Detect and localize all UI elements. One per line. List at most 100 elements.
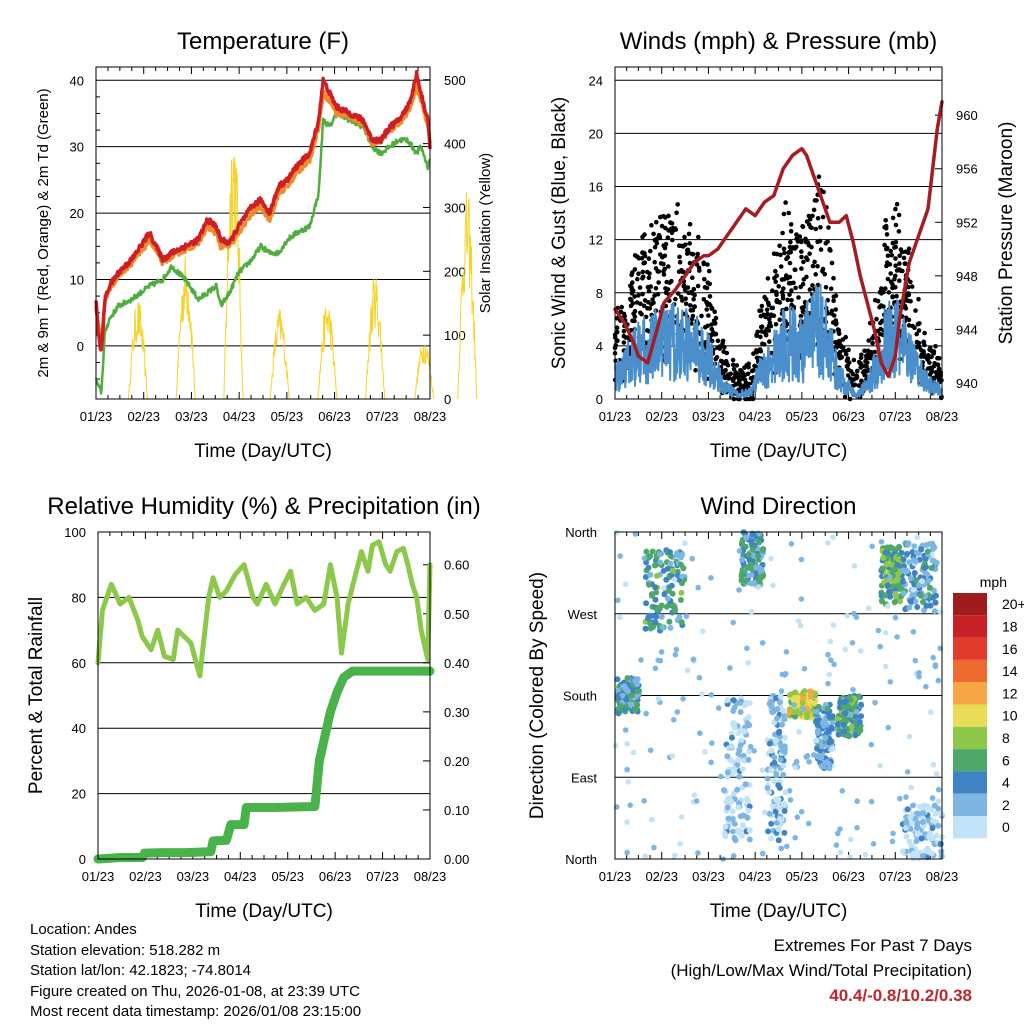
direction-point	[914, 824, 921, 831]
gust-point	[884, 246, 889, 252]
direction-point	[759, 767, 766, 773]
direction-point	[647, 620, 654, 627]
gust-point	[850, 383, 856, 389]
direction-point	[742, 781, 749, 788]
gust-point	[884, 232, 890, 237]
gust-point	[725, 372, 731, 378]
x-tick-label: 08/23	[926, 409, 959, 424]
direction-point	[825, 651, 831, 658]
gust-point	[726, 376, 731, 381]
direction-point	[765, 828, 772, 835]
gust-point	[757, 308, 762, 314]
y-tick-label: 20	[589, 126, 603, 141]
gust-point	[642, 298, 648, 303]
direction-point	[868, 741, 875, 748]
gust-point	[885, 276, 891, 282]
gust-point	[707, 281, 712, 287]
direction-point	[672, 852, 678, 859]
direction-point	[929, 850, 935, 857]
direction-point	[856, 719, 863, 725]
gust-point	[890, 294, 895, 299]
direction-point	[932, 810, 939, 817]
gust-point	[821, 189, 826, 195]
gust-point	[800, 308, 806, 314]
gust-point	[683, 301, 689, 307]
direction-point	[776, 699, 783, 706]
direction-point	[929, 795, 936, 801]
direction-point	[739, 766, 746, 773]
direction-point	[908, 784, 914, 791]
y-tick-label: 12	[589, 233, 603, 248]
direction-point	[615, 597, 621, 604]
gust-point	[733, 382, 738, 387]
gust-point	[720, 341, 725, 346]
gust-point	[628, 283, 633, 289]
gust-point	[810, 263, 816, 269]
gust-point	[713, 356, 718, 362]
colorbar-label: 16	[1002, 641, 1018, 657]
humidity-precip-chart-ylabel: Percent & Total Rainfall	[26, 597, 47, 794]
direction-point	[700, 628, 706, 634]
direction-point	[695, 850, 701, 856]
gust-point	[739, 369, 744, 374]
direction-point	[638, 657, 644, 663]
y2-tick-label: 300	[444, 200, 466, 215]
colorbar-swatch	[953, 793, 987, 816]
direction-point	[898, 549, 905, 556]
direction-point	[708, 575, 714, 581]
winds-pressure-chart-y2label: Station Pressure (Maroon)	[996, 122, 1017, 345]
direction-point	[628, 701, 635, 708]
gust-point	[656, 280, 661, 285]
direction-point	[791, 702, 797, 708]
gust-point	[795, 239, 801, 244]
series-9m-t	[94, 82, 432, 340]
gust-point	[767, 339, 772, 344]
direction-point	[869, 543, 875, 550]
gust-point	[774, 273, 780, 279]
gust-point	[629, 287, 635, 293]
gust-point	[897, 278, 902, 284]
gust-point	[639, 312, 644, 317]
direction-point	[741, 728, 748, 735]
gust-point	[813, 226, 818, 232]
gust-point	[836, 330, 842, 335]
direction-point	[775, 826, 782, 833]
y-tick-label: 40	[70, 73, 84, 88]
gust-point	[864, 364, 869, 369]
gust-point	[872, 349, 878, 355]
direction-point	[690, 656, 697, 663]
direction-point	[663, 603, 670, 610]
insolation-line	[175, 256, 196, 400]
direction-point	[937, 840, 944, 847]
gust-point	[922, 354, 927, 360]
gust-point	[916, 341, 921, 346]
direction-point	[878, 597, 885, 604]
direction-point	[833, 842, 840, 848]
direction-point	[827, 638, 834, 645]
gust-point	[799, 249, 804, 254]
gust-point	[794, 232, 799, 237]
gust-point	[652, 244, 658, 250]
direction-point	[645, 564, 652, 571]
direction-point	[933, 560, 940, 566]
colorbar-swatch	[953, 637, 987, 660]
direction-point	[904, 769, 911, 775]
gust-point	[663, 215, 668, 220]
gust-point	[893, 263, 898, 269]
direction-point	[740, 752, 747, 759]
direction-point	[858, 701, 864, 708]
y2-tick-label: 952	[956, 215, 978, 230]
gust-point	[906, 292, 912, 298]
direction-point	[847, 854, 853, 860]
extremes-title: Extremes For Past 7 Days	[773, 936, 972, 955]
x-tick-label: 01/23	[82, 869, 115, 884]
direction-point	[624, 819, 630, 825]
gust-point	[890, 285, 895, 291]
direction-point	[911, 570, 918, 576]
direction-point	[736, 773, 743, 780]
direction-point	[804, 753, 811, 759]
gust-point	[749, 368, 755, 374]
gust-point	[784, 274, 789, 280]
gust-point	[682, 234, 687, 240]
gust-point	[796, 295, 801, 300]
